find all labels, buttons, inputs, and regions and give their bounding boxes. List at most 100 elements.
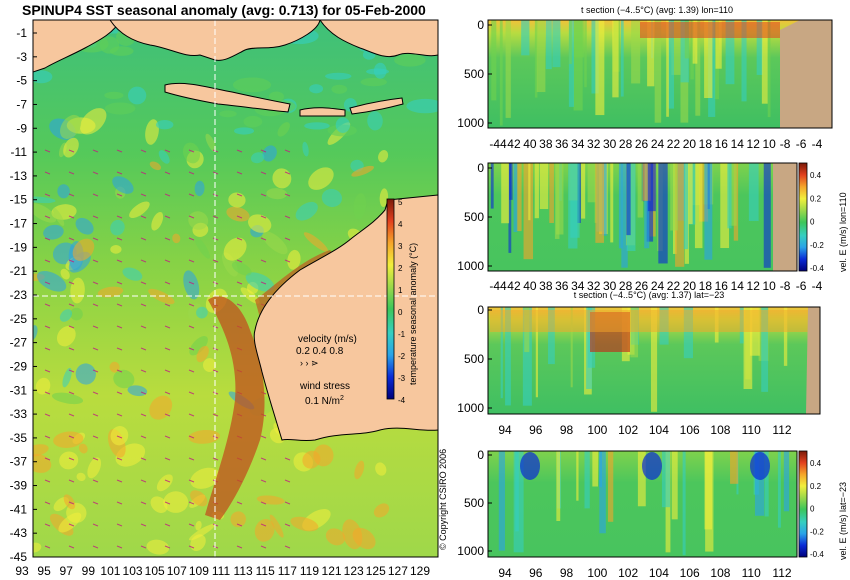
section-streak (654, 20, 662, 123)
eddy (254, 519, 275, 542)
eddy (149, 161, 162, 171)
eddy (63, 137, 79, 158)
map-x-tick-label: 111 (212, 564, 231, 578)
map-colorbar-tick: -1 (398, 330, 406, 339)
wind-arrow (68, 259, 75, 263)
panel-x-tick-label: 30 (603, 279, 617, 293)
panel4-colorbar-label: vel. E (m/s) lat=−23 (838, 482, 848, 560)
map-y-tick-label: -15 (10, 193, 28, 207)
wind-arrow (116, 545, 123, 549)
wind-arrow (164, 545, 171, 549)
wind-arrow (164, 149, 171, 153)
map-x-tick-label: 125 (366, 564, 386, 578)
panel-x-tick-label: 22 (667, 279, 681, 293)
eddy (195, 520, 202, 531)
eddy (183, 270, 200, 300)
eddy (335, 117, 351, 133)
panel-x-tick-label: 96 (529, 423, 543, 437)
section-streak (584, 451, 590, 509)
wind-arrow (260, 501, 267, 505)
wind-arrow (68, 303, 75, 307)
wind-arrow (164, 391, 171, 395)
eddy (194, 236, 211, 259)
wind-arrow (188, 347, 195, 351)
section-streak (671, 20, 681, 75)
wind-arrow (68, 457, 75, 461)
eddy (62, 367, 72, 388)
map-x-tick-label: 115 (256, 564, 275, 578)
wind-arrow (140, 545, 147, 549)
eddy (113, 369, 135, 389)
map-x-tick-label: 105 (145, 564, 165, 578)
wind-arrow (116, 281, 123, 285)
map-x-tick-label: 127 (388, 564, 408, 578)
eddy (190, 490, 208, 507)
panel4-colorbar-ticks: 0.4 0.2 0 -0.2 -0.4 (810, 459, 824, 559)
eddy (234, 127, 255, 135)
section-streak (777, 451, 781, 528)
map-y-tick-label: -3 (16, 50, 27, 64)
section-streak (498, 451, 506, 551)
wind-arrow (68, 193, 75, 197)
section-streak (715, 20, 722, 69)
wind-arrow (140, 259, 147, 263)
section-streak (491, 20, 497, 101)
eddy (190, 467, 220, 489)
wind-arrow (92, 237, 99, 241)
wind-arrow (236, 149, 243, 153)
eddy (269, 514, 284, 538)
wind-arrow (188, 259, 195, 263)
eddy (70, 277, 85, 304)
wind-arrow (92, 281, 99, 285)
wind-arrow (68, 545, 75, 549)
eddy (373, 503, 390, 518)
eddy (375, 462, 387, 476)
panel-x-tick-label: 106 (680, 566, 700, 580)
wind-arrow (92, 545, 99, 549)
eddy (272, 168, 292, 189)
section-streak (570, 307, 573, 388)
panel-x-tick-label: 98 (560, 423, 574, 437)
wind-arrow (236, 171, 243, 175)
section-streak (591, 20, 599, 94)
section-streak (556, 163, 564, 235)
eddy (60, 268, 70, 280)
panel-x-tick-label: 104 (649, 423, 669, 437)
wind-arrow (284, 237, 291, 241)
sulawesi-land (319, 20, 438, 58)
panel-x-tick-label: 42 (507, 137, 521, 151)
map-x-tick-label: 97 (60, 564, 74, 578)
map-x-tick-label: 123 (344, 564, 364, 578)
eddy (59, 451, 79, 470)
panel-x-tick-label: 30 (603, 137, 617, 151)
eddy (351, 165, 375, 177)
eddy (182, 142, 201, 164)
section-streak (500, 307, 503, 399)
eddy (302, 450, 321, 469)
section-streak (630, 307, 639, 358)
wind-arrow (188, 171, 195, 175)
panel-x-tick-label: 102 (618, 423, 638, 437)
panel-x-tick-label: 10 (762, 137, 776, 151)
eddy (57, 184, 70, 199)
eddy (146, 539, 170, 555)
section-streak (671, 451, 678, 520)
eddy (33, 70, 53, 84)
eddy (36, 270, 67, 292)
panel4-colorbar (798, 450, 808, 558)
eddy (33, 444, 49, 457)
wind-arrow (92, 259, 99, 263)
eddy (33, 542, 42, 553)
panel-x-tick-label: 12 (747, 137, 761, 151)
panel-x-tick-label: -6 (796, 279, 807, 293)
map-frame (32, 19, 439, 558)
wind-arrow (92, 149, 99, 153)
eddy (188, 211, 209, 230)
wind-arrow (92, 457, 99, 461)
section-streak (637, 451, 646, 507)
wind-arrow (260, 457, 267, 461)
panel-colorbar-tick: 0.4 (810, 459, 822, 468)
wind-arrow (284, 523, 291, 527)
eddy (145, 119, 159, 145)
section-streak (690, 20, 694, 80)
